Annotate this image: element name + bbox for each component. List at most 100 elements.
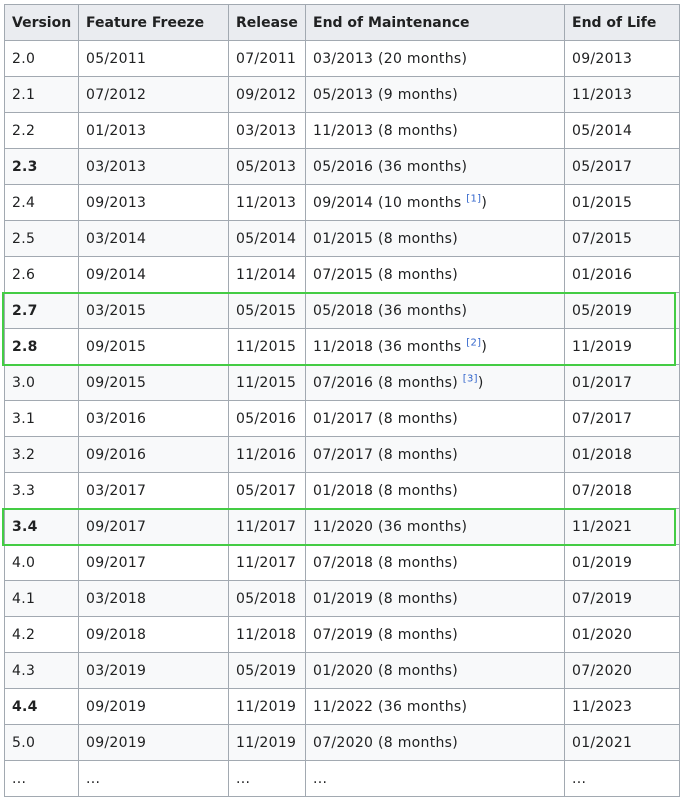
- feature-freeze-cell: 01/2013: [78, 112, 229, 149]
- maintenance-text: 01/2019 (8 months): [313, 590, 459, 607]
- version-cell: 2.4: [4, 184, 79, 221]
- end-of-maintenance-cell: 11/2013 (8 months): [305, 112, 565, 149]
- maintenance-text: 01/2017 (8 months): [313, 410, 459, 427]
- version-cell: 3.2: [4, 436, 79, 473]
- end-of-life-cell: 07/2017: [564, 400, 680, 437]
- header-version: Version: [4, 4, 79, 41]
- release-cell: 09/2012: [228, 76, 306, 113]
- end-of-life-cell: ...: [564, 760, 680, 797]
- table-row: 2.7 03/2015 05/2015 05/2018 (36 months) 05/2…: [4, 292, 680, 329]
- maintenance-text: 07/2016 (8 months): [313, 374, 459, 391]
- maintenance-text: ...: [313, 770, 328, 787]
- table-row: 3.2 09/2016 11/2016 07/2017 (8 months) 01/20…: [4, 436, 680, 473]
- end-of-life-cell: 05/2019: [564, 292, 680, 329]
- end-of-life-cell: 07/2018: [564, 472, 680, 509]
- release-cell: 05/2015: [228, 292, 306, 329]
- version-cell: 2.1: [4, 76, 79, 113]
- end-of-life-cell: 07/2019: [564, 580, 680, 617]
- release-cell: 07/2011: [228, 40, 306, 77]
- feature-freeze-cell: 09/2018: [78, 616, 229, 653]
- maintenance-text: 11/2020 (36 months): [313, 518, 468, 535]
- header-release: Release: [228, 4, 306, 41]
- header-end-of-life: End of Life: [564, 4, 680, 41]
- footnote-link[interactable]: [1]: [466, 192, 482, 204]
- feature-freeze-cell: 09/2019: [78, 724, 229, 761]
- release-schedule-table: Version Feature Freeze Release End of Ma…: [4, 4, 680, 797]
- end-of-maintenance-cell: 07/2015 (8 months): [305, 256, 565, 293]
- end-of-life-cell: 01/2016: [564, 256, 680, 293]
- release-cell: 05/2013: [228, 148, 306, 185]
- end-of-life-cell: 01/2017: [564, 364, 680, 401]
- release-cell: 05/2018: [228, 580, 306, 617]
- end-of-maintenance-cell: 05/2018 (36 months): [305, 292, 565, 329]
- feature-freeze-cell: 03/2017: [78, 472, 229, 509]
- version-cell: 4.4: [4, 688, 79, 725]
- feature-freeze-cell: 09/2017: [78, 544, 229, 581]
- version-cell: 3.0: [4, 364, 79, 401]
- version-cell: 2.0: [4, 40, 79, 77]
- feature-freeze-cell: 09/2015: [78, 364, 229, 401]
- version-cell: 4.3: [4, 652, 79, 689]
- release-cell: 05/2019: [228, 652, 306, 689]
- maintenance-close-paren: ): [481, 194, 488, 211]
- end-of-life-cell: 11/2023: [564, 688, 680, 725]
- version-cell: 4.2: [4, 616, 79, 653]
- release-cell: ...: [228, 760, 306, 797]
- maintenance-text: 01/2015 (8 months): [313, 230, 459, 247]
- table-row: 5.0 09/2019 11/2019 07/2020 (8 months) 01/20…: [4, 724, 680, 761]
- header-end-of-maintenance: End of Maintenance: [305, 4, 565, 41]
- maintenance-close-paren: ): [481, 338, 488, 355]
- version-cell: 2.8: [4, 328, 79, 365]
- table-row: 2.0 05/2011 07/2011 03/2013 (20 months) 09/2…: [4, 40, 680, 77]
- maintenance-text: 05/2016 (36 months): [313, 158, 468, 175]
- release-cell: 05/2016: [228, 400, 306, 437]
- end-of-maintenance-cell: 01/2015 (8 months): [305, 220, 565, 257]
- version-cell: 2.6: [4, 256, 79, 293]
- table-row: 2.4 09/2013 11/2013 09/2014 (10 months [1])…: [4, 184, 680, 221]
- end-of-life-cell: 07/2020: [564, 652, 680, 689]
- maintenance-text: 01/2018 (8 months): [313, 482, 459, 499]
- end-of-life-cell: 07/2015: [564, 220, 680, 257]
- release-cell: 11/2017: [228, 544, 306, 581]
- end-of-life-cell: 01/2019: [564, 544, 680, 581]
- maintenance-text: 07/2018 (8 months): [313, 554, 459, 571]
- feature-freeze-cell: 03/2018: [78, 580, 229, 617]
- end-of-maintenance-cell: 05/2013 (9 months): [305, 76, 565, 113]
- version-cell: 4.0: [4, 544, 79, 581]
- end-of-life-cell: 09/2013: [564, 40, 680, 77]
- maintenance-text: 07/2019 (8 months): [313, 626, 459, 643]
- table-row: 2.8 09/2015 11/2015 11/2018 (36 months [2])…: [4, 328, 680, 365]
- version-cell: 2.5: [4, 220, 79, 257]
- footnote-link[interactable]: [2]: [466, 336, 482, 348]
- table-row: 4.2 09/2018 11/2018 07/2019 (8 months) 01/20…: [4, 616, 680, 653]
- end-of-maintenance-cell: 01/2018 (8 months): [305, 472, 565, 509]
- table-row: 3.4 09/2017 11/2017 11/2020 (36 months) 11/2…: [4, 508, 680, 545]
- release-cell: 11/2019: [228, 688, 306, 725]
- footnote-link[interactable]: [3]: [462, 372, 478, 384]
- release-cell: 03/2013: [228, 112, 306, 149]
- table-row: 2.5 03/2014 05/2014 01/2015 (8 months) 07/20…: [4, 220, 680, 257]
- version-cell: ...: [4, 760, 79, 797]
- feature-freeze-cell: 03/2015: [78, 292, 229, 329]
- table-row: 4.3 03/2019 05/2019 01/2020 (8 months) 07/20…: [4, 652, 680, 689]
- version-cell: 5.0: [4, 724, 79, 761]
- end-of-maintenance-cell: 01/2020 (8 months): [305, 652, 565, 689]
- maintenance-text: 03/2013 (20 months): [313, 50, 468, 67]
- feature-freeze-cell: 03/2013: [78, 148, 229, 185]
- end-of-maintenance-cell: 07/2019 (8 months): [305, 616, 565, 653]
- feature-freeze-cell: 09/2013: [78, 184, 229, 221]
- table-row: 3.0 09/2015 11/2015 07/2016 (8 months) [3])…: [4, 364, 680, 401]
- maintenance-text: 01/2020 (8 months): [313, 662, 459, 679]
- release-cell: 05/2014: [228, 220, 306, 257]
- table-row: 3.1 03/2016 05/2016 01/2017 (8 months) 07/20…: [4, 400, 680, 437]
- feature-freeze-cell: 03/2016: [78, 400, 229, 437]
- table-row: 4.4 09/2019 11/2019 11/2022 (36 months) 11/2…: [4, 688, 680, 725]
- table-row: 2.3 03/2013 05/2013 05/2016 (36 months) 05/2…: [4, 148, 680, 185]
- maintenance-close-paren: ): [477, 374, 484, 391]
- maintenance-text: 09/2014 (10 months: [313, 194, 462, 211]
- table-row: 2.6 09/2014 11/2014 07/2015 (8 months) 01/20…: [4, 256, 680, 293]
- table-row: 2.2 01/2013 03/2013 11/2013 (8 months) 05/20…: [4, 112, 680, 149]
- end-of-maintenance-cell: 07/2017 (8 months): [305, 436, 565, 473]
- feature-freeze-cell: 09/2019: [78, 688, 229, 725]
- header-row: Version Feature Freeze Release End of Ma…: [4, 4, 680, 41]
